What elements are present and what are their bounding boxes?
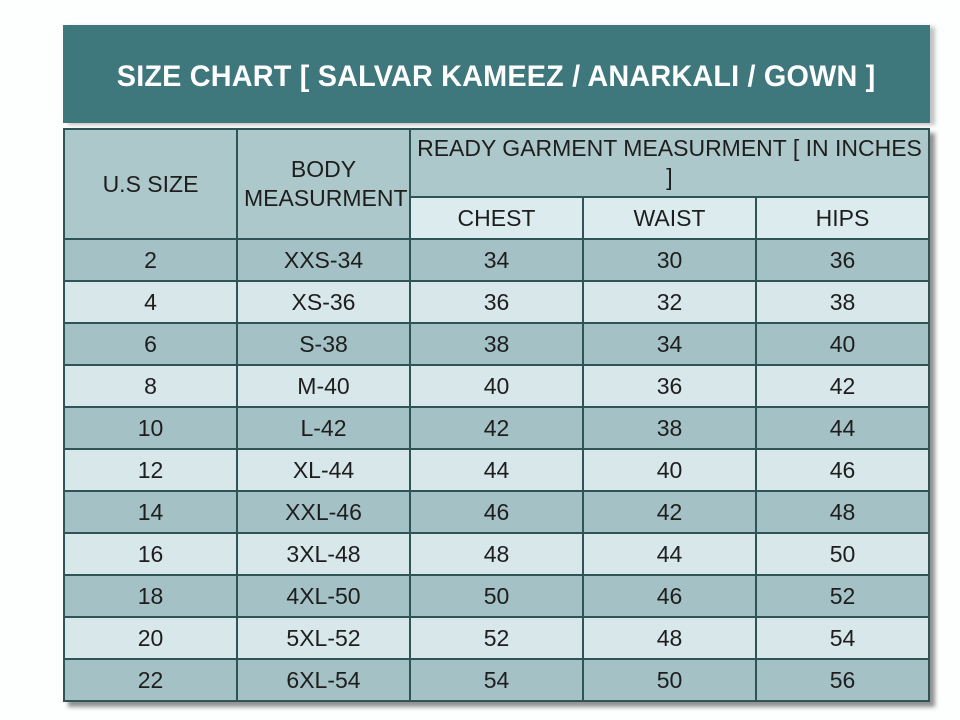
us-size-cell: 6 bbox=[63, 322, 238, 366]
body-measurement-cell: 5XL-52 bbox=[236, 616, 411, 660]
table-row: 8 M-40 40 36 42 bbox=[63, 364, 930, 408]
body-measurement-cell: 6XL-54 bbox=[236, 658, 411, 702]
body-measurement-cell: L-42 bbox=[236, 406, 411, 450]
table-row: 22 6XL-54 54 50 56 bbox=[63, 658, 930, 702]
us-size-cell: 8 bbox=[63, 364, 238, 408]
body-measurement-cell: 3XL-48 bbox=[236, 532, 411, 576]
hips-cell: 48 bbox=[755, 490, 930, 534]
table-header-row: U.S SIZE BODY MEASURMENT READY GARMENT M… bbox=[63, 128, 930, 240]
us-size-cell: 22 bbox=[63, 658, 238, 702]
body-measurement-cell: XXS-34 bbox=[236, 238, 411, 282]
chest-cell: 44 bbox=[409, 448, 584, 492]
body-measurement-cell: XXL-46 bbox=[236, 490, 411, 534]
chest-cell: 52 bbox=[409, 616, 584, 660]
us-size-cell: 16 bbox=[63, 532, 238, 576]
size-chart-table: U.S SIZE BODY MEASURMENT READY GARMENT M… bbox=[63, 128, 930, 702]
waist-cell: 42 bbox=[582, 490, 757, 534]
hips-cell: 40 bbox=[755, 322, 930, 366]
us-size-cell: 20 bbox=[63, 616, 238, 660]
hips-cell: 42 bbox=[755, 364, 930, 408]
table-subheader-row: CHEST WAIST HIPS bbox=[64, 196, 930, 240]
waist-cell: 40 bbox=[582, 448, 757, 492]
table-row: 6 S-38 38 34 40 bbox=[63, 322, 930, 366]
waist-cell: 46 bbox=[582, 574, 757, 618]
waist-cell: 48 bbox=[582, 616, 757, 660]
hips-cell: 46 bbox=[755, 448, 930, 492]
chest-cell: 42 bbox=[409, 406, 584, 450]
col-header-body-measurement: BODY MEASURMENT bbox=[236, 128, 411, 240]
hips-cell: 54 bbox=[755, 616, 930, 660]
col-header-ready-garment: READY GARMENT MEASURMENT [ IN INCHES ] bbox=[409, 128, 930, 198]
col-header-waist: WAIST bbox=[582, 196, 757, 240]
hips-cell: 50 bbox=[755, 532, 930, 576]
body-measurement-cell: S-38 bbox=[236, 322, 411, 366]
table-row: 16 3XL-48 48 44 50 bbox=[63, 532, 930, 576]
body-measurement-cell: 4XL-50 bbox=[236, 574, 411, 618]
hips-cell: 38 bbox=[755, 280, 930, 324]
chart-title: SIZE CHART [ SALVAR KAMEEZ / ANARKALI / … bbox=[117, 60, 876, 93]
col-header-us-size: U.S SIZE bbox=[63, 128, 238, 240]
us-size-cell: 4 bbox=[63, 280, 238, 324]
us-size-cell: 2 bbox=[63, 238, 238, 282]
table-header: U.S SIZE BODY MEASURMENT READY GARMENT M… bbox=[63, 128, 930, 240]
hips-cell: 44 bbox=[755, 406, 930, 450]
chest-cell: 34 bbox=[409, 238, 584, 282]
waist-cell: 30 bbox=[582, 238, 757, 282]
us-size-cell: 12 bbox=[63, 448, 238, 492]
chart-title-bar: SIZE CHART [ SALVAR KAMEEZ / ANARKALI / … bbox=[63, 25, 930, 123]
us-size-cell: 18 bbox=[63, 574, 238, 618]
chest-cell: 46 bbox=[409, 490, 584, 534]
table-row: 12 XL-44 44 40 46 bbox=[63, 448, 930, 492]
waist-cell: 36 bbox=[582, 364, 757, 408]
body-measurement-cell: XL-44 bbox=[236, 448, 411, 492]
waist-cell: 34 bbox=[582, 322, 757, 366]
chest-cell: 40 bbox=[409, 364, 584, 408]
body-measurement-cell: XS-36 bbox=[236, 280, 411, 324]
table-row: 4 XS-36 36 32 38 bbox=[63, 280, 930, 324]
us-size-cell: 10 bbox=[63, 406, 238, 450]
table-row: 14 XXL-46 46 42 48 bbox=[63, 490, 930, 534]
size-chart-panel: SIZE CHART [ SALVAR KAMEEZ / ANARKALI / … bbox=[63, 25, 930, 702]
chest-cell: 38 bbox=[409, 322, 584, 366]
waist-cell: 44 bbox=[582, 532, 757, 576]
table-row: 10 L-42 42 38 44 bbox=[63, 406, 930, 450]
col-header-chest: CHEST bbox=[409, 196, 584, 240]
chest-cell: 36 bbox=[409, 280, 584, 324]
body-measurement-cell: M-40 bbox=[236, 364, 411, 408]
table-row: 2 XXS-34 34 30 36 bbox=[63, 238, 930, 282]
us-size-cell: 14 bbox=[63, 490, 238, 534]
col-header-hips: HIPS bbox=[755, 196, 930, 240]
table-row: 20 5XL-52 52 48 54 bbox=[63, 616, 930, 660]
waist-cell: 32 bbox=[582, 280, 757, 324]
hips-cell: 36 bbox=[755, 238, 930, 282]
table-body: 2 XXS-34 34 30 36 4 XS-36 36 32 38 6 S-38 38 34 40 8 M-4… bbox=[63, 238, 930, 702]
waist-cell: 38 bbox=[582, 406, 757, 450]
hips-cell: 52 bbox=[755, 574, 930, 618]
waist-cell: 50 bbox=[582, 658, 757, 702]
hips-cell: 56 bbox=[755, 658, 930, 702]
chest-cell: 48 bbox=[409, 532, 584, 576]
table-row: 18 4XL-50 50 46 52 bbox=[63, 574, 930, 618]
chest-cell: 50 bbox=[409, 574, 584, 618]
chest-cell: 54 bbox=[409, 658, 584, 702]
